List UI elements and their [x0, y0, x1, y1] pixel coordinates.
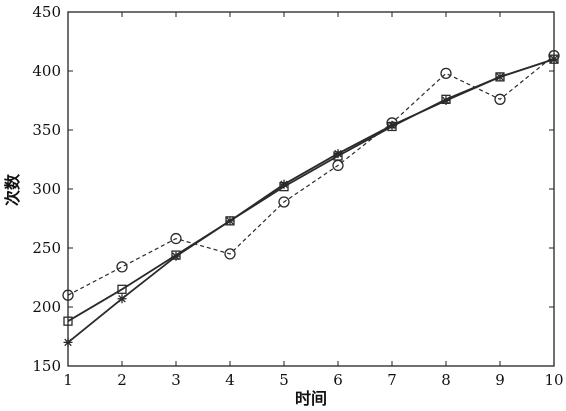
y-axis-title: 次数: [3, 173, 22, 206]
y-tick-label: 300: [32, 180, 61, 198]
data-point-star: [387, 120, 397, 130]
series-circle: [62, 50, 560, 301]
data-point-circle: [62, 289, 74, 301]
data-point-square: [117, 284, 127, 294]
x-tick-label: 7: [387, 371, 397, 389]
plot-frame: [67, 11, 555, 367]
series-star: [63, 54, 559, 347]
x-tick-label: 8: [441, 371, 451, 389]
x-tick-label: 6: [333, 371, 343, 389]
x-tick-label: 2: [117, 371, 127, 389]
x-axis-title: 时间: [295, 389, 327, 408]
y-tick-label: 400: [32, 62, 61, 80]
series-line: [67, 58, 555, 344]
data-point-star: [333, 149, 343, 159]
series-line: [67, 55, 555, 296]
data-point-star: [225, 216, 235, 226]
data-point-square: [63, 316, 73, 326]
x-tick-label: 3: [171, 371, 181, 389]
data-point-star: [117, 294, 127, 304]
x-tick-label: 4: [225, 371, 235, 389]
data-point-circle: [494, 93, 506, 105]
y-tick-label: 350: [32, 121, 61, 139]
data-point-star: [441, 96, 451, 105]
data-point-star: [279, 179, 289, 189]
y-tick-label: 200: [32, 298, 61, 316]
data-point-circle: [116, 261, 128, 273]
data-point-circle: [170, 232, 182, 245]
series-line: [67, 58, 555, 322]
series-square: [63, 54, 559, 326]
axis-ticks: 1 2 3 4 5 6 7 8 9 10 150 200 250 300 350 400 450: [32, 3, 563, 389]
data-point-star: [495, 72, 505, 82]
x-tick-label: 5: [279, 371, 289, 389]
data-point-circle: [440, 67, 452, 80]
data-point-circle: [278, 196, 290, 208]
data-point-star: [63, 337, 73, 347]
x-tick-label: 10: [544, 371, 563, 389]
data-point-circle: [224, 248, 236, 260]
series-layer: [62, 50, 560, 347]
y-tick-label: 250: [32, 239, 61, 257]
data-point-star: [549, 54, 559, 64]
data-point-star: [171, 251, 181, 261]
x-tick-label: 1: [63, 371, 73, 389]
y-tick-label: 150: [32, 357, 61, 375]
y-tick-label: 450: [32, 3, 61, 21]
x-tick-label: 9: [495, 371, 505, 389]
